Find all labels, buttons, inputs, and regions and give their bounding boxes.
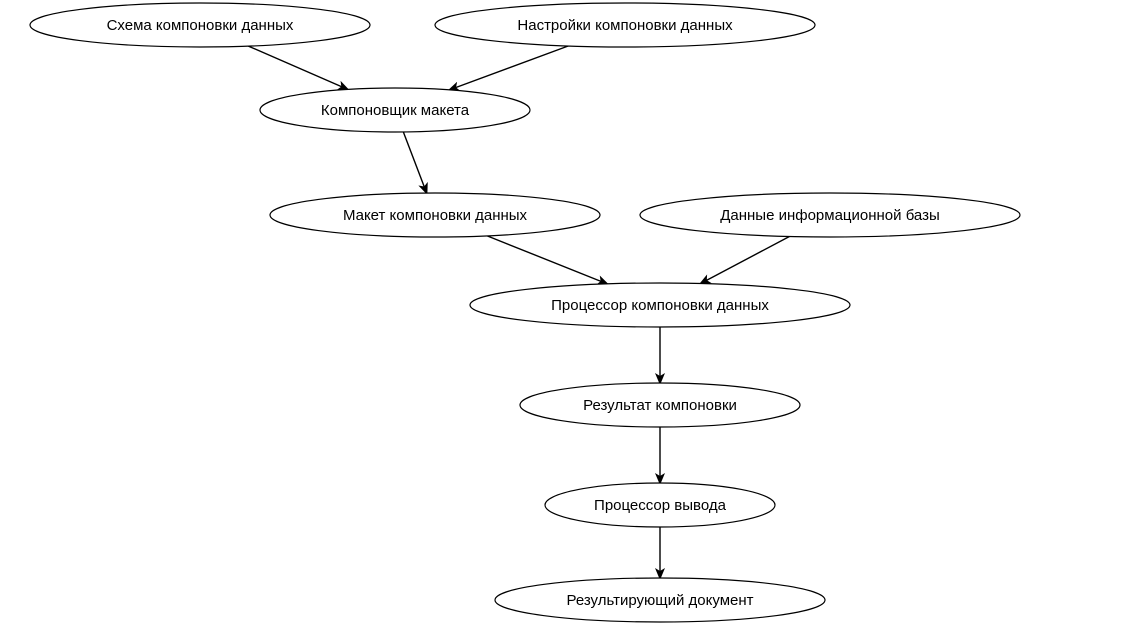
edge-layout-to-processor xyxy=(487,236,607,284)
node-composer: Компоновщик макета xyxy=(260,88,530,132)
node-output: Процессор вывода xyxy=(545,483,775,527)
flowchart-canvas: Схема компоновки данных Настройки компоно… xyxy=(0,0,1135,635)
node-label-document: Результирующий документ xyxy=(566,592,753,609)
node-processor: Процессор компоновки данных xyxy=(470,283,850,327)
edge-schema-to-composer xyxy=(248,46,347,89)
node-ibdata: Данные информационной базы xyxy=(640,193,1020,237)
node-label-processor: Процессор компоновки данных xyxy=(551,297,769,314)
node-settings: Настройки компоновки данных xyxy=(435,3,815,47)
node-layout: Макет компоновки данных xyxy=(270,193,600,237)
edge-settings-to-composer xyxy=(449,46,568,90)
edge-ibdata-to-processor xyxy=(701,236,790,283)
node-label-settings: Настройки компоновки данных xyxy=(517,17,733,34)
edge-composer-to-layout xyxy=(403,132,426,193)
node-label-output: Процессор вывода xyxy=(594,497,727,514)
node-label-composer: Компоновщик макета xyxy=(321,102,470,119)
node-result: Результат компоновки xyxy=(520,383,800,427)
node-label-ibdata: Данные информационной базы xyxy=(720,207,940,224)
node-schema: Схема компоновки данных xyxy=(30,3,370,47)
node-document: Результирующий документ xyxy=(495,578,825,622)
node-label-result: Результат компоновки xyxy=(583,397,737,414)
nodes-layer: Схема компоновки данных Настройки компоно… xyxy=(30,3,1020,622)
node-label-layout: Макет компоновки данных xyxy=(343,207,528,224)
node-label-schema: Схема компоновки данных xyxy=(107,17,294,34)
